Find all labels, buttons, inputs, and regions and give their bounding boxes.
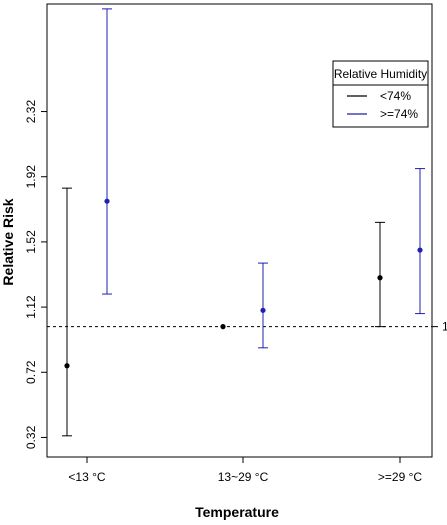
y-tick-label-3: 1.52 xyxy=(24,230,38,254)
legend-label-series-0: <74% xyxy=(380,89,411,103)
y-axis: 0.32 0.72 1.12 1.52 1.92 2.32 xyxy=(24,100,47,449)
error-bars xyxy=(62,8,425,437)
plot-frame xyxy=(46,3,433,458)
point-estimate xyxy=(377,275,383,281)
point-estimate xyxy=(417,247,423,253)
y-tick-label-4: 1.92 xyxy=(24,165,38,189)
point-estimate xyxy=(104,198,110,204)
legend-title-box xyxy=(332,60,429,86)
legend-title: Relative Humidity xyxy=(334,67,427,81)
y-tick-label-5: 2.32 xyxy=(24,100,38,124)
errorbar-series-1-point-0 xyxy=(102,8,112,295)
reference-line-label: 1 xyxy=(442,320,447,334)
y-tick-label-1: 0.72 xyxy=(24,360,38,384)
x-tick-label-0: <13 °C xyxy=(68,470,105,484)
legend: Relative Humidity <74% >=74% xyxy=(332,60,429,128)
errorbar-series-0-point-0 xyxy=(62,187,72,437)
y-axis-title: Relative Risk xyxy=(0,198,16,285)
x-tick-label-2: >=29 °C xyxy=(378,470,422,484)
x-tick-label-1: 13~29 °C xyxy=(218,470,269,484)
errorbar-series-1-point-2 xyxy=(415,168,425,315)
y-tick-label-0: 0.32 xyxy=(24,425,38,449)
legend-label-series-1: >=74% xyxy=(380,107,418,121)
y-tick-label-2: 1.12 xyxy=(24,295,38,319)
errorbar-series-0-point-1 xyxy=(220,324,226,330)
point-estimate xyxy=(220,324,226,330)
errorbar-series-1-point-1 xyxy=(258,262,268,349)
errorbar-series-0-point-2 xyxy=(375,221,385,328)
x-axis-title: Temperature xyxy=(195,504,279,520)
x-axis: <13 °C 13~29 °C >=29 °C xyxy=(68,457,422,484)
reference-line-group: 1 xyxy=(47,320,447,334)
point-estimate xyxy=(64,363,70,369)
point-estimate xyxy=(260,307,266,313)
